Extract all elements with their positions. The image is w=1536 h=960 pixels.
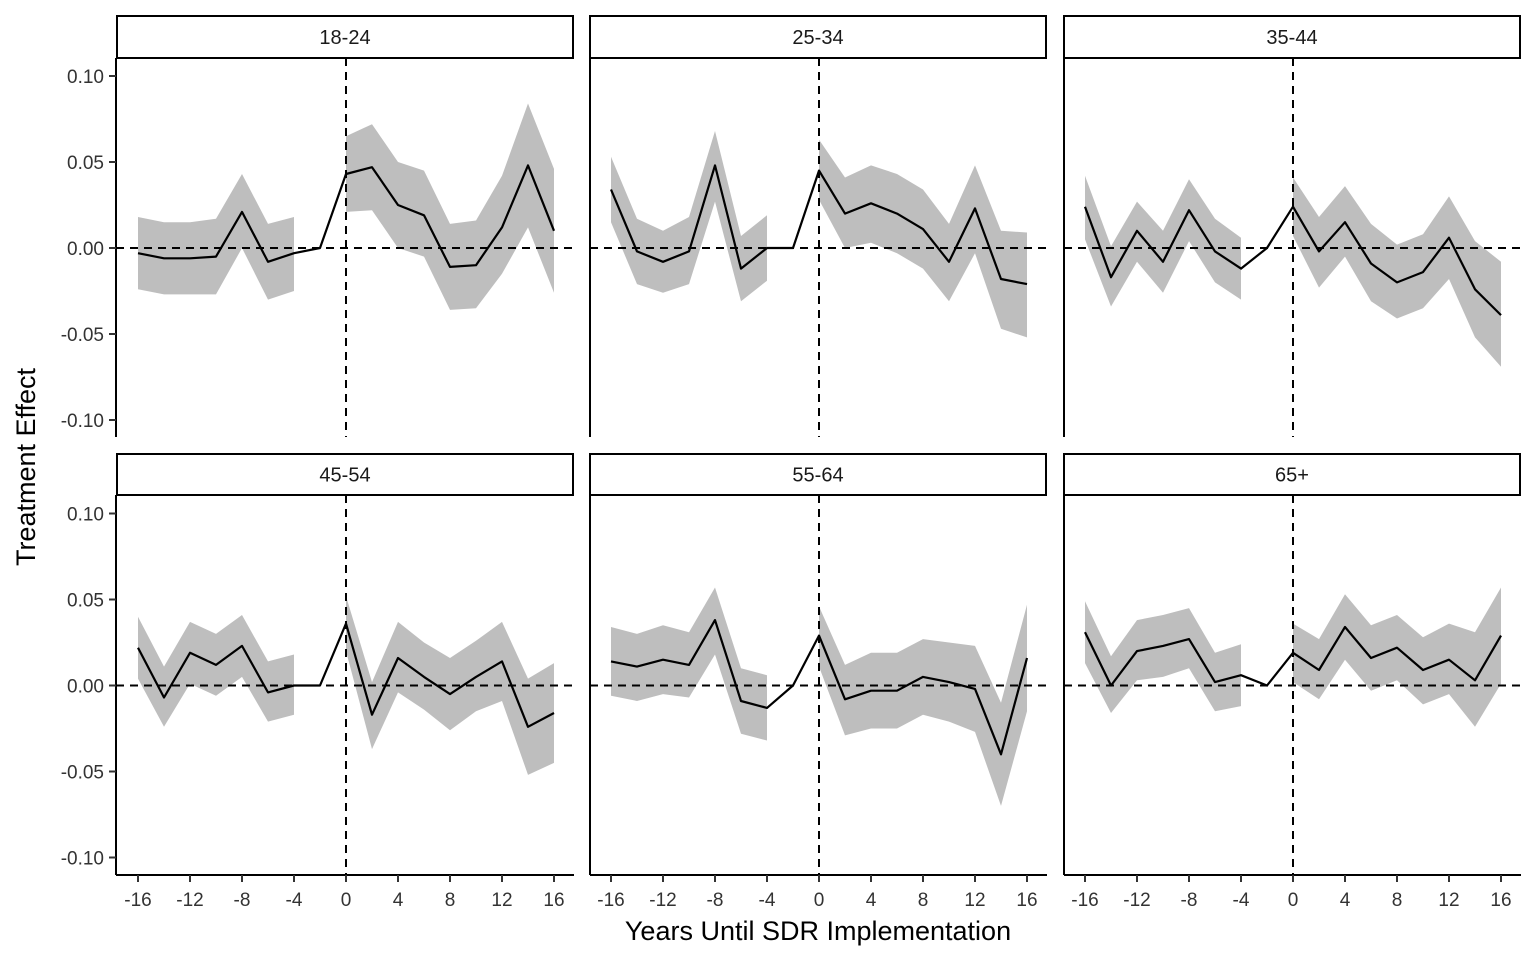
x-tick-label: 0	[1288, 890, 1299, 911]
facet-panel-25-34: 25-34	[589, 15, 1049, 437]
estimate-line	[1084, 625, 1502, 687]
x-tick-label: -8	[234, 890, 251, 911]
x-tick-label: -16	[1071, 890, 1098, 911]
confidence-ribbon	[1293, 587, 1501, 727]
x-tick-label: 4	[393, 890, 404, 911]
estimate-line	[1083, 205, 1502, 316]
x-tick-label: -8	[1181, 890, 1198, 911]
facet-strip-label: 25-34	[792, 27, 843, 49]
facet-strip-label: 35-44	[1266, 27, 1317, 49]
x-tick-label: -8	[707, 890, 724, 911]
x-tick-label: 4	[1340, 890, 1351, 911]
estimate-line	[609, 164, 1028, 286]
facet-strip-label: 45-54	[319, 465, 370, 487]
y-tick-label: -0.05	[61, 325, 104, 346]
y-tick-label: 0.00	[67, 239, 104, 260]
x-tick-label: 0	[341, 890, 352, 911]
x-tick-label: 12	[491, 890, 512, 911]
facet-panel-45-54: 45-54 -16 -12 -8 -4 0 4 8 12 16 -0.10 -0.05 0.00 0.05…	[61, 453, 576, 911]
confidence-ribbon	[346, 103, 554, 310]
facet-strip	[1063, 15, 1521, 59]
x-tick-label: 8	[1392, 890, 1403, 911]
facet-strip	[589, 453, 1047, 496]
confidence-ribbon	[138, 174, 294, 300]
x-tick-label: -12	[649, 890, 676, 911]
confidence-ribbon	[138, 615, 294, 727]
y-tick-label: 0.10	[67, 67, 104, 88]
x-tick-label: 8	[918, 890, 929, 911]
x-tick-label: -12	[176, 890, 203, 911]
x-tick-label: -4	[286, 890, 303, 911]
x-tick-label: -4	[1233, 890, 1250, 911]
y-tick-label: 0.10	[67, 505, 104, 526]
estimate-line	[137, 622, 555, 728]
confidence-ribbon	[1293, 177, 1501, 367]
y-tick-label: 0.05	[67, 591, 104, 612]
y-tick-label: -0.05	[61, 763, 104, 784]
y-tick-label: -0.10	[61, 411, 104, 432]
x-tick-label: 12	[1438, 890, 1459, 911]
facet-panel-55-64: 55-64 -16 -12 -8 -4 0 4 8 12 16	[589, 453, 1049, 911]
x-tick-label: 12	[964, 890, 985, 911]
confidence-ribbon	[819, 139, 1027, 338]
y-axis-title: Treatment Effect	[11, 367, 41, 566]
facet-strip-label: 55-64	[792, 465, 843, 487]
x-tick-label: -4	[759, 890, 776, 911]
x-tick-label: 16	[1490, 890, 1511, 911]
facet-panel-65+: 65+ -16 -12 -8 -4 0 4 8 12 16	[1063, 453, 1523, 911]
facet-strip	[116, 453, 574, 496]
x-axis-title: Years Until SDR Implementation	[625, 916, 1011, 946]
y-tick-label: 0.00	[67, 677, 104, 698]
facet-strip	[1063, 453, 1521, 496]
x-tick-label: 4	[866, 890, 877, 911]
x-tick-label: -16	[124, 890, 151, 911]
facet-panel-35-44: 35-44	[1063, 15, 1523, 437]
y-tick-label: -0.10	[61, 849, 104, 870]
estimate-line	[137, 164, 556, 268]
facet-panel-18-24: 18-24 -0.10 -0.05 0.00 0.05 0.10	[61, 15, 576, 437]
y-tick-label: 0.05	[67, 153, 104, 174]
x-tick-label: 8	[445, 890, 456, 911]
estimate-line	[610, 619, 1029, 756]
confidence-ribbon	[1085, 175, 1241, 307]
facet-strip-label: 65+	[1275, 465, 1309, 487]
x-tick-label: -16	[597, 890, 624, 911]
x-tick-label: 0	[814, 890, 825, 911]
confidence-ribbon	[1085, 601, 1241, 713]
facet-strip-label: 18-24	[319, 27, 370, 49]
confidence-ribbon	[611, 131, 767, 302]
facet-strip	[116, 15, 574, 59]
x-tick-label: -12	[1123, 890, 1150, 911]
x-tick-label: 16	[543, 890, 564, 911]
x-tick-label: 16	[1016, 890, 1037, 911]
confidence-ribbon	[346, 596, 554, 775]
confidence-ribbon	[819, 604, 1027, 806]
